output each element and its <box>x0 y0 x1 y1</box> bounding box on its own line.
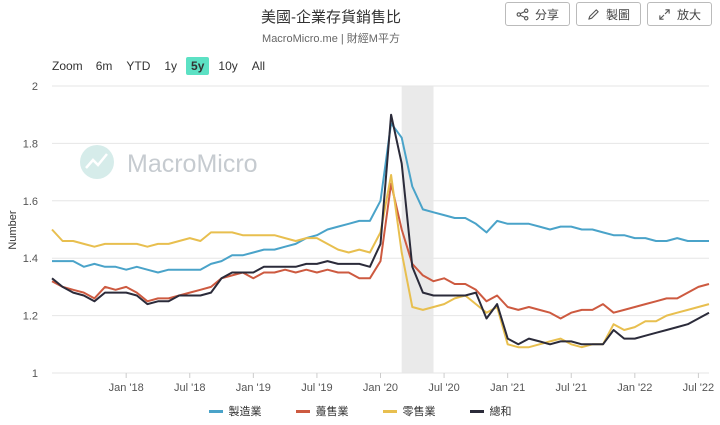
legend-item-total[interactable]: 總和 <box>469 403 512 419</box>
share-button[interactable]: 分享 <box>504 2 570 26</box>
share-icon <box>516 8 529 20</box>
zoom-10y-button[interactable]: 10y <box>218 59 238 73</box>
legend-label: 零售業 <box>402 406 436 418</box>
zoom-6m-button[interactable]: 6m <box>95 59 113 73</box>
watermark: MacroMicro <box>80 145 258 179</box>
x-tick-label: Jul '18 <box>174 382 205 394</box>
chart-title: 美國-企業存貨銷售比 <box>261 9 401 26</box>
pencil-icon <box>588 8 599 20</box>
y-tick-label: 1.6 <box>23 196 38 208</box>
zoom-ytd-button[interactable]: YTD <box>126 59 151 73</box>
y-tick-label: 2 <box>32 81 38 93</box>
manufacturing-line <box>52 122 709 274</box>
x-tick-label: Jul '22 <box>683 382 714 394</box>
y-tick-label: 1.4 <box>23 253 38 265</box>
enlarge-label: 放大 <box>676 7 701 22</box>
y-tick-label: 1.8 <box>23 138 38 150</box>
x-tick-label: Jul '20 <box>428 382 459 394</box>
x-tick-label: Jan '18 <box>109 382 144 394</box>
legend-item-wholesale[interactable]: 躉售業 <box>295 403 349 419</box>
total-line <box>51 113 710 346</box>
series-lines <box>51 113 710 349</box>
x-tick-label: Jan '20 <box>363 382 398 394</box>
legend-item-retail[interactable]: 零售業 <box>382 403 436 419</box>
toolbar: 分享 製圖 放大 <box>504 2 712 26</box>
zoom-5y-button[interactable]: 5y <box>186 57 210 75</box>
y-tick-label: 1.2 <box>23 311 38 323</box>
legend-label: 躉售業 <box>315 406 349 418</box>
x-tick-label: Jul '19 <box>301 382 332 394</box>
zoom-label: Zoom <box>52 59 83 73</box>
create-chart-label: 製圖 <box>605 7 630 22</box>
y-tick-label: 1 <box>32 368 38 380</box>
range-selector: Zoom 6m YTD 1y 5y 10y All <box>52 57 270 75</box>
x-tick-label: Jan '19 <box>236 382 271 394</box>
create-chart-button[interactable]: 製圖 <box>575 2 641 26</box>
shaded-period <box>401 86 434 373</box>
legend: 製造業 躉售業 零售業 總和 <box>0 403 720 419</box>
x-tick-label: Jul '21 <box>556 382 587 394</box>
wholesale-line <box>51 182 710 320</box>
chart-subtitle: MacroMicro.me | 財經M平方 <box>262 33 400 45</box>
line-chart: MacroMicro 1 1.2 1.4 1.6 1.8 2 Jan '18 Jul '18… <box>7 81 714 394</box>
share-label: 分享 <box>534 7 559 22</box>
zoom-all-button[interactable]: All <box>251 59 266 73</box>
y-axis-label: Number <box>7 210 19 249</box>
legend-item-manufacturing[interactable]: 製造業 <box>208 403 262 419</box>
enlarge-button[interactable]: 放大 <box>646 2 712 26</box>
legend-label: 製造業 <box>228 406 262 418</box>
x-tick-label: Jan '21 <box>490 382 525 394</box>
legend-swatch <box>208 409 223 413</box>
expand-icon <box>659 8 670 20</box>
legend-label: 總和 <box>489 406 512 418</box>
recession-band <box>401 86 434 373</box>
y-axis-ticks: 1 1.2 1.4 1.6 1.8 2 <box>23 81 38 380</box>
legend-swatch <box>295 409 310 413</box>
x-tick-label: Jan '22 <box>617 382 652 394</box>
x-axis-ticks: Jan '18 Jul '18 Jan '19 Jul '19 Jan '20 Jul '… <box>109 373 714 394</box>
legend-swatch <box>382 409 397 413</box>
legend-swatch <box>469 409 484 413</box>
zoom-1y-button[interactable]: 1y <box>164 59 178 73</box>
watermark-text: MacroMicro <box>127 150 258 178</box>
